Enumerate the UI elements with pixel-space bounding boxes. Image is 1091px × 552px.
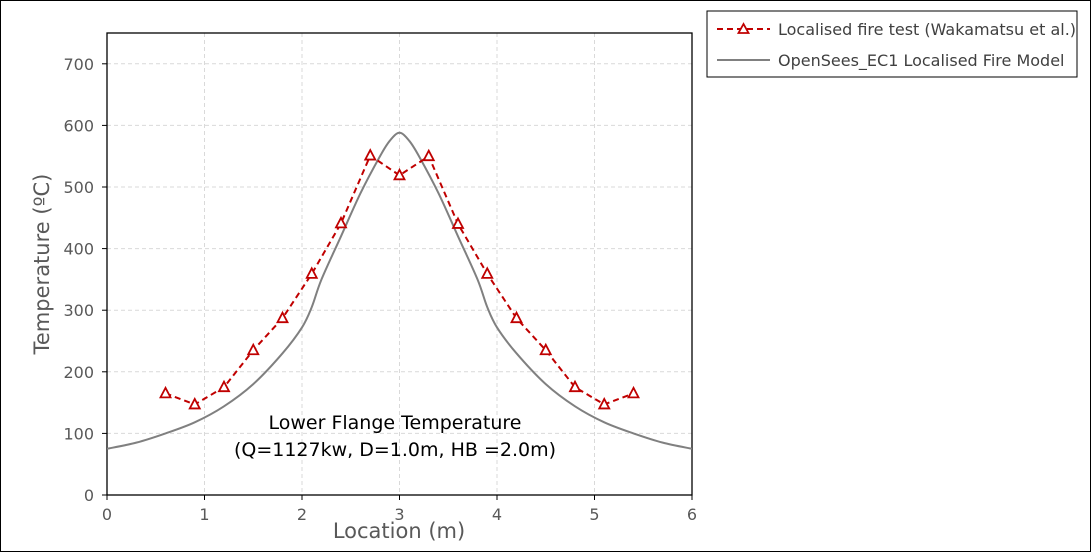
data-point-test — [217, 379, 231, 393]
annotation-params: (Q=1127kw, D=1.0m, HB =2.0m) — [234, 439, 556, 461]
x-tick-label: 4 — [492, 505, 502, 524]
y-tick-label: 600 — [63, 116, 94, 135]
data-point-test — [363, 148, 377, 161]
data-point-test — [159, 385, 172, 399]
x-axis-title: Location (m) — [333, 519, 465, 543]
legend-marker-triangle — [736, 22, 751, 34]
y-tick-label: 700 — [63, 55, 94, 74]
data-point-test — [597, 397, 611, 410]
data-point-test — [510, 310, 523, 324]
data-point-test — [480, 266, 494, 279]
legend: Localised fire test (Wakamatsu et al.) O… — [706, 10, 1078, 78]
legend-label-model: OpenSees_EC1 Localised Fire Model — [778, 51, 1064, 71]
y-tick-label: 400 — [63, 240, 94, 259]
series-layer — [107, 131, 692, 450]
data-point-test — [422, 148, 436, 162]
x-tick-label: 6 — [687, 505, 697, 524]
y-tick-label: 500 — [63, 178, 94, 197]
y-tick-label: 200 — [63, 363, 94, 382]
series-line-model — [107, 131, 692, 450]
data-point-test — [276, 310, 289, 324]
data-point-test — [334, 215, 348, 229]
legend-box — [706, 10, 1078, 78]
y-tick-label: 300 — [63, 301, 94, 320]
x-tick-label: 0 — [102, 505, 112, 524]
legend-label-test: Localised fire test (Wakamatsu et al.) — [778, 20, 1076, 39]
x-tick-label: 3 — [394, 505, 404, 524]
data-point-test — [539, 342, 553, 356]
data-point-test — [451, 216, 465, 229]
data-point-test — [188, 397, 202, 410]
x-tick-label: 1 — [199, 505, 209, 524]
data-point-test — [246, 342, 260, 356]
annotation-title: Lower Flange Temperature — [269, 412, 522, 434]
y-tick-label: 100 — [63, 424, 94, 443]
y-axis-title: Temperature (ºC) — [30, 174, 54, 356]
data-point-test — [568, 379, 582, 393]
data-point-test — [627, 385, 640, 399]
x-tick-label: 2 — [297, 505, 307, 524]
tick-labels: 0 100 200 300 400 500 600 700 0 1 2 3 4 5 6 — [63, 55, 697, 524]
data-point-test — [305, 266, 319, 279]
series-line-test — [165, 154, 634, 406]
marker-layer — [159, 148, 640, 410]
x-tick-label: 5 — [589, 505, 599, 524]
data-point-test — [393, 167, 406, 181]
y-tick-label: 0 — [84, 486, 94, 505]
